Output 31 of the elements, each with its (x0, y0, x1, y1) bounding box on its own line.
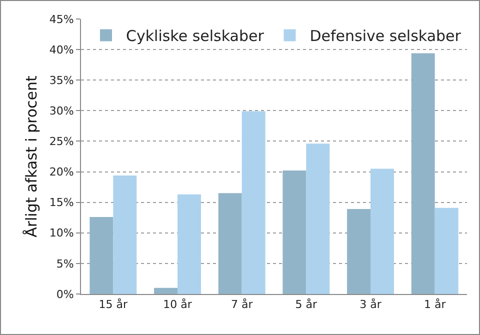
bar (90, 217, 114, 294)
legend-label: Defensive selskaber (310, 27, 462, 46)
bar (178, 194, 201, 294)
y-tick-label: 0% (56, 288, 74, 301)
y-tick-label: 40% (49, 43, 74, 56)
x-tick-label: 1 år (424, 298, 446, 312)
y-tick-label: 30% (49, 104, 74, 118)
y-tick-label: 5% (56, 257, 74, 270)
bar (411, 53, 435, 294)
bar (434, 208, 458, 294)
bar (113, 175, 137, 294)
y-tick-label: 15% (49, 196, 74, 210)
y-tick-label: 25% (49, 135, 74, 148)
bar (282, 170, 306, 294)
bar (370, 168, 394, 294)
bar (242, 111, 266, 294)
x-tick-label: 7 år (230, 298, 254, 312)
bar (306, 144, 330, 294)
y-tick-label: 35% (49, 74, 74, 87)
legend-label: Cykliske selskaber (126, 27, 265, 46)
x-tick-label: 10 år (163, 298, 192, 312)
x-tick-label: 5 år (295, 298, 318, 312)
bar (154, 288, 178, 294)
y-tick-label: 20% (49, 166, 74, 179)
x-tick-label: 3 år (360, 298, 382, 312)
x-tick-label: 15 år (98, 298, 128, 312)
y-tick-label: 45% (49, 12, 74, 26)
y-axis-title: Årligt afkast i procent (22, 75, 41, 238)
y-tick-label: 10% (49, 226, 74, 240)
bar (218, 193, 242, 294)
bar (347, 209, 370, 294)
